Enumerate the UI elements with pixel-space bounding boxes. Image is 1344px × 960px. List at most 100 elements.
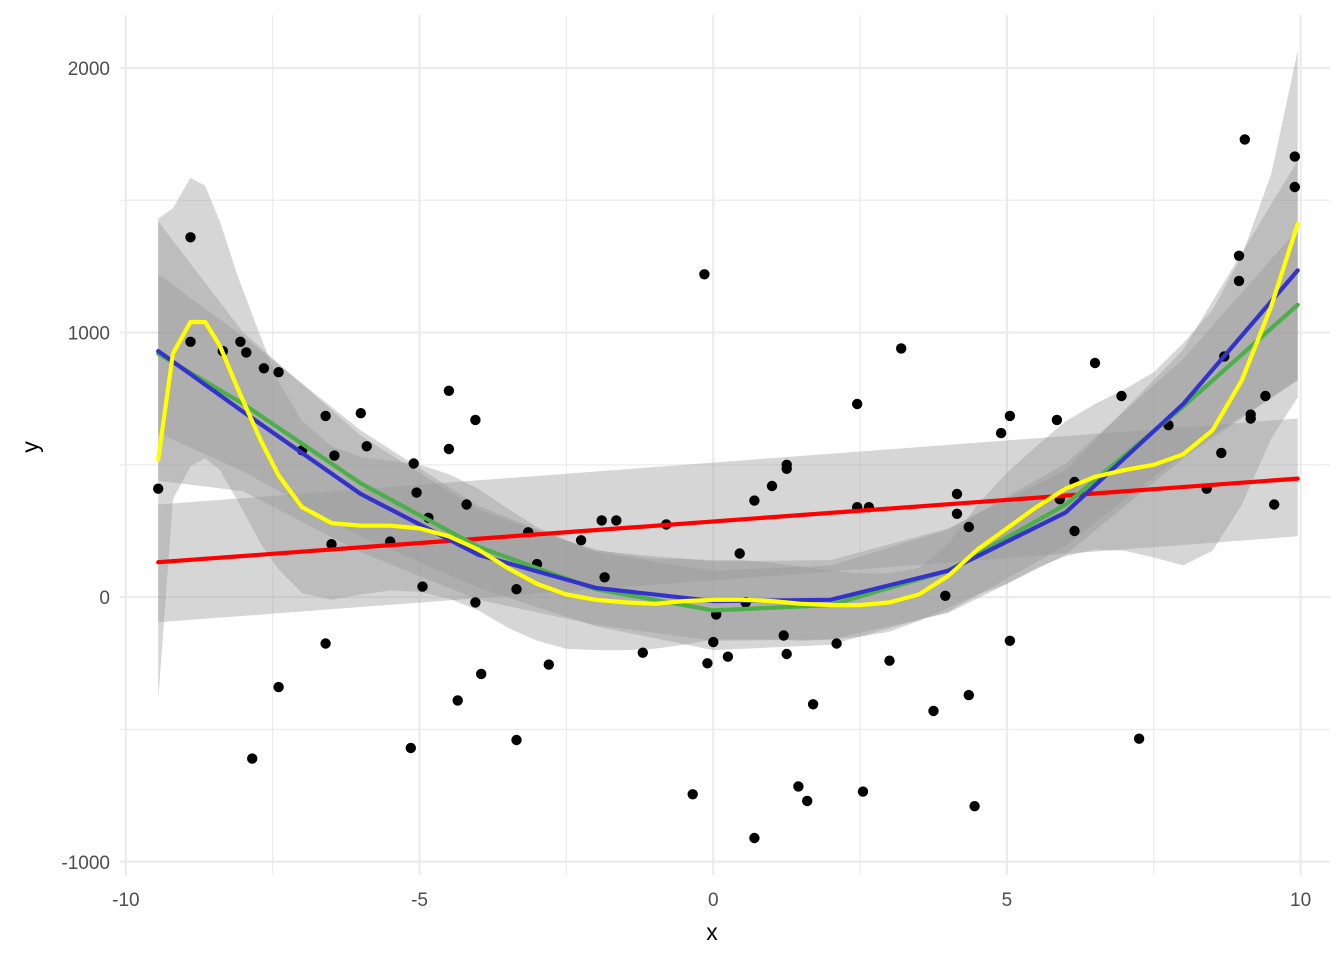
data-point (807, 699, 819, 710)
data-point (543, 659, 554, 670)
x-axis-title: x (706, 919, 718, 945)
y-axis-title: y (17, 441, 43, 453)
data-point (793, 781, 804, 792)
data-point (778, 630, 789, 641)
data-point (235, 336, 246, 347)
data-point (611, 515, 622, 526)
data-point (637, 647, 648, 658)
data-point (452, 695, 463, 706)
data-point (575, 535, 587, 546)
data-point (329, 450, 340, 461)
data-point (708, 636, 719, 648)
data-point (1004, 410, 1016, 422)
data-point (411, 487, 422, 498)
data-point (749, 832, 760, 844)
data-points (153, 134, 1301, 844)
data-point (781, 463, 792, 474)
data-point (273, 367, 284, 378)
data-point (361, 441, 372, 452)
data-point (326, 539, 337, 550)
data-point (687, 789, 698, 800)
data-point (963, 521, 974, 533)
x-tick-label: 0 (708, 890, 719, 911)
data-point (1116, 390, 1127, 402)
data-point (247, 753, 258, 764)
data-point (802, 795, 813, 807)
data-point (185, 232, 196, 243)
data-point (951, 508, 963, 519)
data-point (1004, 635, 1016, 646)
data-point (443, 443, 455, 455)
data-point (1289, 181, 1301, 193)
data-point (1216, 447, 1227, 459)
data-point (884, 655, 895, 666)
data-point (852, 398, 863, 410)
x-axis-tick-labels: -10 -5 0 5 10 (112, 890, 1311, 911)
data-point (1260, 390, 1271, 402)
data-point (258, 363, 270, 374)
x-tick-label: 10 (1290, 890, 1311, 911)
data-point (355, 408, 366, 419)
data-point (1089, 357, 1101, 369)
data-point (1245, 409, 1256, 420)
data-point (699, 269, 710, 280)
y-axis-tick-labels: -1000 0 1000 2000 (61, 59, 110, 874)
data-point (476, 668, 487, 680)
data-point (470, 414, 481, 426)
fit-lines (156, 221, 1300, 613)
confidence-ribbon-2 (158, 229, 1298, 651)
y-tick-label: 0 (99, 588, 110, 609)
data-point (1069, 525, 1080, 537)
data-point (153, 483, 164, 494)
data-point (470, 597, 481, 608)
data-point (702, 658, 713, 669)
y-tick-label: 1000 (68, 324, 110, 345)
smooth-fit-line (156, 221, 1300, 608)
data-point (273, 681, 284, 693)
data-point (1233, 275, 1245, 287)
linear-fit-line (156, 476, 1300, 565)
data-point (511, 584, 522, 595)
major-gridlines (120, 15, 1330, 875)
data-point (940, 590, 951, 601)
data-point (1239, 134, 1251, 145)
data-point (995, 427, 1007, 439)
data-point (599, 572, 610, 583)
quadratic-fit-line (156, 302, 1300, 613)
y-tick-label: -1000 (61, 853, 110, 874)
data-point (857, 786, 869, 797)
data-point (1133, 733, 1145, 744)
data-point (408, 458, 419, 469)
data-point (405, 742, 416, 754)
data-point (928, 705, 939, 717)
confidence-ribbon-3 (158, 160, 1298, 641)
data-point (320, 410, 331, 422)
x-tick-label: -10 (112, 890, 139, 911)
data-point (734, 548, 745, 559)
data-point (596, 515, 607, 526)
x-tick-label: -5 (411, 890, 428, 911)
data-point (461, 499, 472, 510)
data-point (722, 651, 734, 662)
data-point (443, 385, 455, 396)
data-point (1269, 499, 1280, 510)
data-point (1289, 151, 1301, 162)
data-point (417, 581, 428, 592)
data-point (241, 347, 252, 358)
data-point (781, 648, 792, 660)
data-point (896, 343, 907, 354)
data-point (831, 638, 842, 649)
data-point (766, 480, 778, 492)
data-point (951, 488, 963, 500)
data-point (1233, 250, 1245, 261)
data-point (963, 689, 974, 701)
data-point (749, 495, 760, 506)
data-point (1051, 414, 1063, 426)
data-point (969, 801, 980, 812)
x-tick-label: 5 (1002, 890, 1013, 911)
data-point (320, 638, 331, 649)
data-point (185, 336, 196, 347)
data-point (511, 734, 522, 746)
y-tick-label: 2000 (68, 59, 110, 80)
